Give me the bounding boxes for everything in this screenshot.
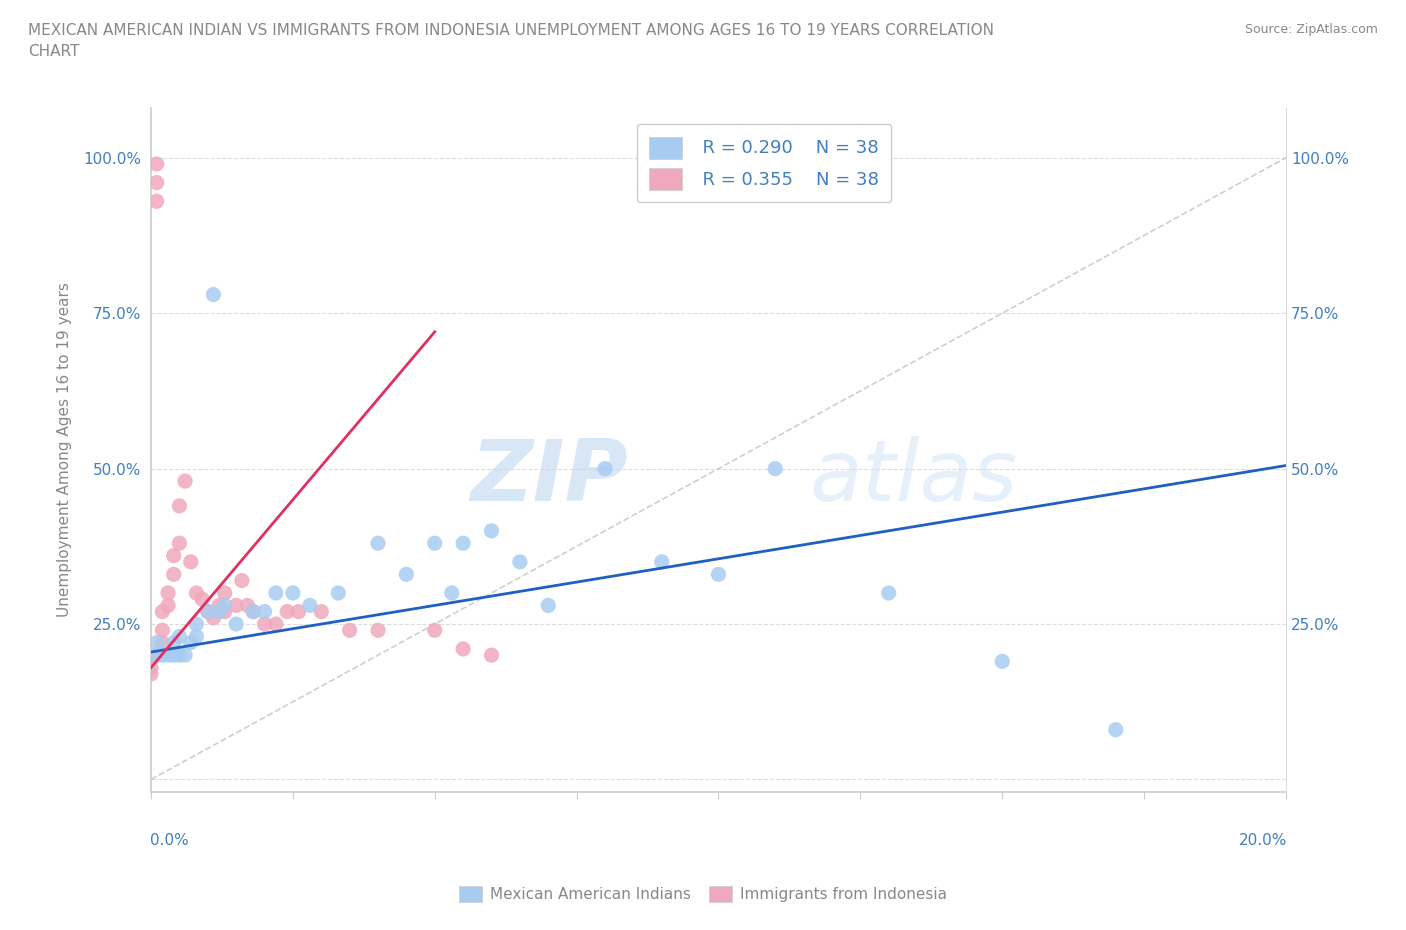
Point [991, 654, 1014, 669]
Point [174, 647, 197, 662]
Point [236, 598, 259, 613]
Point [208, 598, 231, 613]
Point [651, 554, 673, 569]
Point [180, 554, 202, 569]
Point [763, 461, 786, 476]
Point [202, 610, 225, 625]
Point [150, 604, 173, 619]
Point [395, 567, 418, 582]
Point [242, 604, 264, 619]
Point [225, 617, 247, 631]
Point [169, 498, 191, 513]
Point [877, 586, 900, 601]
Point [145, 647, 167, 662]
Point [509, 554, 531, 569]
Point [197, 604, 219, 619]
Text: MEXICAN AMERICAN INDIAN VS IMMIGRANTS FROM INDONESIA UNEMPLOYMENT AMONG AGES 16 : MEXICAN AMERICAN INDIAN VS IMMIGRANTS FR… [28, 23, 994, 60]
Point [150, 647, 173, 662]
Point [169, 629, 191, 644]
Legend: Mexican American Indians, Immigrants from Indonesia: Mexican American Indians, Immigrants fro… [453, 880, 953, 909]
Point [281, 586, 304, 601]
Point [150, 623, 173, 638]
Text: atlas: atlas [810, 436, 1018, 519]
Point [174, 473, 197, 488]
Point [169, 536, 191, 551]
Point [145, 156, 167, 171]
Point [163, 567, 186, 582]
Point [157, 586, 180, 601]
Point [367, 623, 389, 638]
Point [231, 573, 253, 588]
Point [145, 647, 167, 662]
Point [481, 524, 503, 538]
Point [264, 586, 287, 601]
Point [139, 660, 162, 675]
Point [186, 629, 208, 644]
Point [423, 623, 446, 638]
Point [481, 647, 503, 662]
Point [214, 586, 236, 601]
Point [298, 598, 321, 613]
Point [163, 647, 186, 662]
Point [707, 567, 730, 582]
Point [191, 591, 214, 606]
Point [593, 461, 616, 476]
Point [451, 536, 474, 551]
Point [423, 536, 446, 551]
Text: 20.0%: 20.0% [1239, 833, 1286, 848]
Point [163, 635, 186, 650]
Point [276, 604, 298, 619]
Text: 0.0%: 0.0% [150, 833, 188, 848]
Point [440, 586, 463, 601]
Point [537, 598, 560, 613]
Point [287, 604, 309, 619]
Text: ZIP: ZIP [470, 436, 627, 519]
Point [150, 635, 173, 650]
Point [157, 647, 180, 662]
Point [451, 642, 474, 657]
Point [253, 617, 276, 631]
Point [197, 604, 219, 619]
Y-axis label: Unemployment Among Ages 16 to 19 years: Unemployment Among Ages 16 to 19 years [58, 283, 72, 618]
Point [145, 635, 167, 650]
Text: Source: ZipAtlas.com: Source: ZipAtlas.com [1244, 23, 1378, 36]
Legend:   R = 0.290    N = 38,   R = 0.355    N = 38: R = 0.290 N = 38, R = 0.355 N = 38 [637, 124, 891, 202]
Point [264, 617, 287, 631]
Point [169, 647, 191, 662]
Point [339, 623, 361, 638]
Point [208, 604, 231, 619]
Point [157, 598, 180, 613]
Point [145, 175, 167, 190]
Point [186, 586, 208, 601]
Point [186, 617, 208, 631]
Point [202, 287, 225, 302]
Point [214, 604, 236, 619]
Point [253, 604, 276, 619]
Point [163, 548, 186, 563]
Point [145, 193, 167, 208]
Point [139, 667, 162, 682]
Point [225, 598, 247, 613]
Point [180, 635, 202, 650]
Point [242, 604, 264, 619]
Point [309, 604, 332, 619]
Point [1105, 723, 1128, 737]
Point [214, 598, 236, 613]
Point [367, 536, 389, 551]
Point [328, 586, 350, 601]
